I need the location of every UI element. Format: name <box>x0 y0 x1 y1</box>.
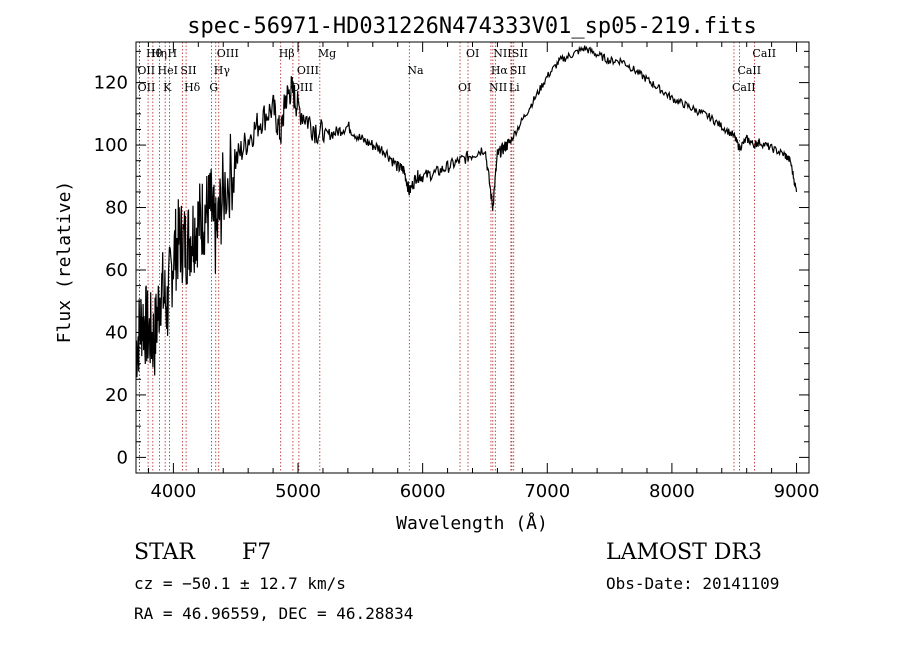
plot-frame <box>135 41 810 474</box>
line-marker-label-8: Hδ <box>184 81 201 94</box>
redshift-cz: cz = −50.1 ± 12.7 km/s <box>134 574 346 593</box>
line-marker-label-21: NII <box>493 47 511 60</box>
line-marker-label-15: Mg <box>318 47 336 60</box>
x-axis: 4000 5000 6000 7000 8000 9000 <box>147 42 820 502</box>
y-tick-label-2: 40 <box>105 322 128 343</box>
line-marker-label-19: Hα <box>491 64 509 77</box>
line-marker-label-14: OIII <box>291 81 313 94</box>
x-tick-label-2: 6000 <box>400 481 446 502</box>
y-tick-label-6: 120 <box>94 73 128 94</box>
y-tick-label-4: 80 <box>105 198 128 219</box>
line-marker-label-20: NII <box>489 81 507 94</box>
line-marker-label-6: H <box>168 47 178 60</box>
line-marker-label-12: Hβ <box>279 47 295 60</box>
line-marker-label-9: OIII <box>217 47 239 60</box>
x-tick-label-3: 7000 <box>524 481 570 502</box>
line-marker-label-0: Hθ <box>146 47 163 60</box>
line-marker-label-27: CaII <box>752 47 776 60</box>
object-type: STAR <box>134 540 195 565</box>
y-tick-label-1: 20 <box>105 385 128 406</box>
line-marker-label-2: OII <box>138 81 156 94</box>
coordinates: RA = 46.96559, DEC = 46.28834 <box>134 604 414 623</box>
x-tick-label-5: 9000 <box>774 481 820 502</box>
line-marker-label-10: Hγ <box>214 64 231 77</box>
line-marker-label-25: CaII <box>737 64 761 77</box>
spectral-subclass: F7 <box>242 540 272 565</box>
chart-title: spec-56971-HD031226N474333V01_sp05-219.f… <box>187 14 757 39</box>
spectral-line-markers <box>138 42 755 473</box>
spectrum-line <box>135 45 798 378</box>
line-marker-label-22: SII <box>510 64 526 77</box>
line-marker-label-1: OII <box>137 64 155 77</box>
line-marker-label-5: K <box>163 81 172 94</box>
x-tick-label-1: 5000 <box>275 481 321 502</box>
line-marker-label-26: CaII <box>732 81 756 94</box>
y-tick-label-3: 60 <box>105 260 128 281</box>
survey-name: LAMOST DR3 <box>606 540 762 565</box>
line-marker-label-3: Hη <box>151 47 167 60</box>
observation-date: Obs-Date: 20141109 <box>606 574 780 593</box>
line-marker-label-7: SII <box>180 64 196 77</box>
line-marker-label-13: OIII <box>297 64 319 77</box>
line-marker-label-24: SII <box>512 47 528 60</box>
line-marker-label-17: OI <box>458 81 471 94</box>
y-axis: 0 20 40 60 80 100 120 <box>94 50 809 468</box>
line-marker-label-11: G <box>209 81 218 94</box>
x-tick-label-0: 4000 <box>150 481 196 502</box>
x-tick-label-4: 8000 <box>649 481 695 502</box>
line-marker-label-16: Na <box>407 64 424 77</box>
y-tick-label-0: 0 <box>117 447 128 468</box>
x-axis-label: Wavelength (Å) <box>396 512 548 534</box>
line-marker-label-18: OI <box>466 47 479 60</box>
y-axis-label: Flux (relative) <box>54 181 75 344</box>
y-tick-label-5: 100 <box>94 135 128 156</box>
line-marker-label-4: HeI <box>158 64 178 77</box>
spectral-line-labels: HθOIIOIIHηHeIKHSIIHδOIIIHγGHβOIIIOIIIMgN… <box>137 47 776 94</box>
line-marker-label-23: Li <box>509 81 520 94</box>
